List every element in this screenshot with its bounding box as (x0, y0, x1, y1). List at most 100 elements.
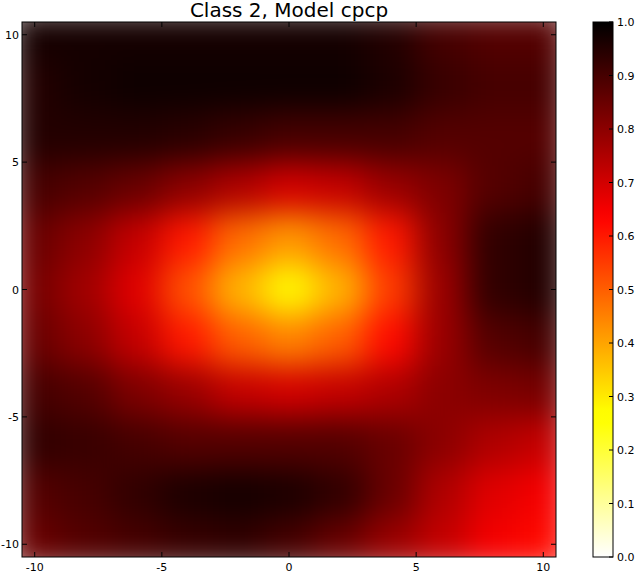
colorbar-tick (609, 557, 613, 558)
heatmap-cell (213, 111, 264, 162)
heatmap-cell (314, 264, 365, 315)
colorbar-tick-label: 0.5 (617, 284, 635, 297)
colorbar-tick-label: 0.4 (617, 337, 635, 350)
y-tick (22, 289, 27, 290)
heatmap-cell (22, 264, 61, 315)
heatmap-cell (22, 60, 61, 111)
heatmap-cell (416, 468, 467, 519)
heatmap-cell (111, 366, 162, 417)
x-tick-label: -5 (156, 561, 167, 574)
heatmap-cell (162, 22, 213, 61)
heatmap-cell (162, 366, 213, 417)
heatmap-cell (60, 417, 111, 468)
heatmap-cell (213, 213, 264, 264)
colorbar-tick-label: 1.0 (617, 16, 635, 29)
x-tick-label: -10 (26, 561, 44, 574)
heatmap-cell (467, 468, 518, 519)
heatmap-cell (365, 468, 416, 519)
heatmap-cell (264, 366, 315, 417)
y-tick-label: 5 (12, 156, 19, 169)
heatmap-cell (22, 22, 61, 61)
heatmap-cell (314, 519, 365, 557)
colorbar-tick-label: 0.1 (617, 498, 635, 511)
heatmap-cell (60, 162, 111, 213)
heatmap-cells (22, 22, 556, 557)
x-tick (543, 22, 544, 27)
colorbar-tick (609, 343, 613, 344)
heatmap-cell (314, 417, 365, 468)
heatmap-cell (111, 519, 162, 557)
heatmap-cell (467, 366, 518, 417)
heatmap-cell (60, 315, 111, 366)
colorbar-tick-label: 0.7 (617, 177, 635, 190)
heatmap-cell (264, 111, 315, 162)
heatmap-cell (365, 111, 416, 162)
x-tick (416, 552, 417, 557)
x-tick-label: 10 (536, 561, 550, 574)
heatmap-cell (264, 22, 315, 61)
x-tick (34, 22, 35, 27)
heatmap-cell (60, 264, 111, 315)
y-tick-label: -10 (1, 538, 19, 551)
heatmap-cell (162, 315, 213, 366)
heatmap-cell (162, 468, 213, 519)
x-tick (289, 22, 290, 27)
heatmap-cell (162, 162, 213, 213)
heatmap-cell (365, 60, 416, 111)
x-tick (416, 22, 417, 27)
heatmap-cell (111, 162, 162, 213)
heatmap-cell (264, 264, 315, 315)
heatmap-cell (22, 366, 61, 417)
heatmap-cell (314, 22, 365, 61)
heatmap-cell (22, 111, 61, 162)
x-tick (161, 552, 162, 557)
heatmap-cell (264, 417, 315, 468)
heatmap-cell (60, 468, 111, 519)
heatmap-cell (467, 111, 518, 162)
heatmap-cell (162, 519, 213, 557)
heatmap-cell (213, 519, 264, 557)
heatmap-cell (518, 264, 556, 315)
heatmap-cell (416, 264, 467, 315)
y-tick (22, 416, 27, 417)
heatmap-cell (111, 417, 162, 468)
heatmap-cell (60, 60, 111, 111)
heatmap-cell (162, 264, 213, 315)
heatmap-cell (314, 366, 365, 417)
colorbar-tick-label: 0.2 (617, 444, 635, 457)
x-tick (289, 552, 290, 557)
heatmap-cell (416, 417, 467, 468)
heatmap-cell (213, 315, 264, 366)
heatmap-cell (314, 213, 365, 264)
colorbar-tick (609, 396, 613, 397)
title: Class 2, Model cpcp (190, 0, 388, 22)
heatmap-cell (162, 111, 213, 162)
heatmap-cell (264, 213, 315, 264)
heatmap-cell (111, 468, 162, 519)
heatmap-cell (22, 468, 61, 519)
heatmap-cell (111, 213, 162, 264)
heatmap-cell (314, 315, 365, 366)
heatmap-cell (416, 22, 467, 61)
heatmap-cell (518, 366, 556, 417)
heatmap-cell (467, 519, 518, 557)
heatmap-cell (264, 60, 315, 111)
x-tick-label: 5 (413, 561, 420, 574)
heatmap-cell (111, 264, 162, 315)
heatmap-cell (518, 162, 556, 213)
heatmap-cell (314, 468, 365, 519)
heatmap-cell (467, 22, 518, 61)
y-tick (551, 289, 556, 290)
heatmap-cell (314, 60, 365, 111)
heatmap-cell (467, 213, 518, 264)
heatmap-cell (213, 468, 264, 519)
x-tick (543, 552, 544, 557)
heatmap-cell (264, 468, 315, 519)
heatmap-cell (518, 315, 556, 366)
chart: Class 2, Model cpcp-10-50510-10-505100.0… (0, 0, 640, 574)
x-tick-label: 0 (286, 561, 293, 574)
heatmap-cell (467, 264, 518, 315)
heatmap-cell (365, 366, 416, 417)
colorbar-tick-label: 0.6 (617, 230, 635, 243)
heatmap-cell (416, 162, 467, 213)
